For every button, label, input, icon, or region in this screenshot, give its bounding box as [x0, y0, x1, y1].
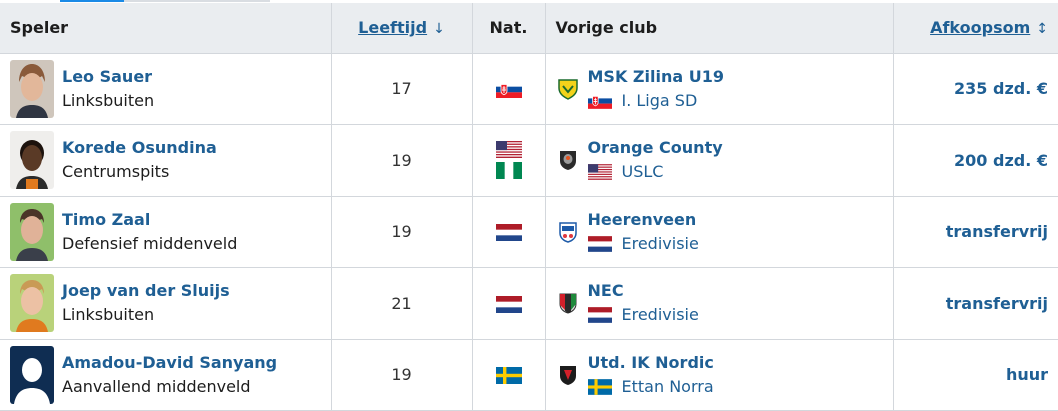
table-row: Timo Zaal Defensief middenveld 19 Heeren… — [0, 196, 1058, 268]
player-cell: Timo Zaal Defensief middenveld — [0, 196, 332, 268]
table-header-row: Speler Leeftijd ↓ Nat. Vorige club Afkoop… — [0, 3, 1058, 54]
slovakia-flag-icon — [496, 81, 522, 98]
fee-cell[interactable]: transfervrij — [893, 196, 1058, 268]
fee-cell[interactable]: 200 dzd. € — [893, 124, 1058, 197]
nationality-cell — [472, 339, 546, 411]
inactive-tab-indicator — [124, 0, 270, 2]
club-name-link[interactable]: NEC — [587, 281, 624, 301]
league-link[interactable]: Ettan Norra — [621, 376, 714, 396]
sort-afkoopsom-link[interactable]: Afkoopsom — [930, 18, 1031, 38]
player-photo-placeholder[interactable] — [10, 345, 54, 404]
nationality-cell — [472, 53, 546, 125]
player-name-link[interactable]: Amadou-David Sanyang — [62, 352, 278, 372]
table-row: Leo Sauer Linksbuiten 17 MSK Zilina U19 … — [0, 53, 1058, 125]
league-link[interactable]: USLC — [621, 162, 664, 182]
utd-ik-nordic-crest-icon[interactable] — [556, 363, 580, 387]
heerenveen-crest-icon[interactable] — [556, 220, 580, 244]
player-name-link[interactable]: Korede Osundina — [62, 138, 217, 158]
sort-down-icon[interactable]: ↓ — [433, 21, 445, 38]
league-link[interactable]: Eredivisie — [621, 233, 699, 253]
table-row: Amadou-David Sanyang Aanvallend middenve… — [0, 339, 1058, 411]
sweden-flag-icon — [496, 367, 522, 384]
header-nat: Nat. — [472, 3, 546, 54]
netherlands-flag-icon — [496, 296, 522, 313]
player-cell: Korede Osundina Centrumspits — [0, 124, 332, 197]
nec-crest-icon[interactable] — [556, 291, 580, 315]
player-photo[interactable] — [10, 131, 54, 190]
nationality-cell — [472, 124, 546, 197]
fee-cell[interactable]: transfervrij — [893, 267, 1058, 340]
previous-club-cell: Utd. IK Nordic Ettan Norra — [545, 339, 894, 411]
age-cell: 17 — [331, 53, 473, 125]
club-name-link[interactable]: MSK Zilina U19 — [587, 66, 724, 86]
orange-county-crest-icon[interactable] — [556, 148, 580, 172]
age-cell: 19 — [331, 124, 473, 197]
usa-flag-icon — [496, 141, 522, 158]
fee-cell[interactable]: 235 dzd. € — [893, 53, 1058, 125]
previous-club-cell: Heerenveen Eredivisie — [545, 196, 894, 268]
sort-leeftijd-link[interactable]: Leeftijd — [358, 18, 428, 38]
player-cell: Leo Sauer Linksbuiten — [0, 53, 332, 125]
header-leeftijd[interactable]: Leeftijd ↓ — [331, 3, 473, 54]
club-name-link[interactable]: Orange County — [587, 138, 723, 158]
player-photo[interactable] — [10, 59, 54, 118]
nigeria-flag-icon — [496, 162, 522, 179]
player-photo[interactable] — [10, 202, 54, 261]
previous-club-cell: NEC Eredivisie — [545, 267, 894, 340]
usa-flag-icon — [588, 164, 612, 180]
previous-club-cell: Orange County USLC — [545, 124, 894, 197]
player-name-link[interactable]: Joep van der Sluijs — [62, 281, 230, 301]
nationality-cell — [472, 267, 546, 340]
msk-zilina-crest-icon[interactable] — [556, 77, 580, 101]
transfers-table: Speler Leeftijd ↓ Nat. Vorige club Afkoop… — [0, 3, 1058, 411]
table-row: Korede Osundina Centrumspits 19 Orange C… — [0, 124, 1058, 197]
player-position: Centrumspits — [62, 162, 170, 182]
player-name-link[interactable]: Timo Zaal — [62, 209, 151, 229]
slovakia-flag-icon — [588, 93, 612, 109]
age-cell: 19 — [331, 339, 473, 411]
fee-cell[interactable]: huur — [893, 339, 1058, 411]
club-name-link[interactable]: Utd. IK Nordic — [587, 352, 714, 372]
league-link[interactable]: Eredivisie — [621, 305, 699, 325]
netherlands-flag-icon — [588, 307, 612, 323]
header-vorige-club: Vorige club — [545, 3, 894, 54]
player-photo[interactable] — [10, 274, 54, 333]
league-link[interactable]: I. Liga SD — [621, 90, 698, 110]
club-name-link[interactable]: Heerenveen — [587, 209, 697, 229]
top-tab-strip — [0, 0, 1058, 3]
player-position: Linksbuiten — [62, 305, 155, 325]
nationality-cell — [472, 196, 546, 268]
player-cell: Joep van der Sluijs Linksbuiten — [0, 267, 332, 340]
player-position: Aanvallend middenveld — [62, 376, 251, 396]
header-speler: Speler — [0, 3, 332, 54]
age-cell: 21 — [331, 267, 473, 340]
player-cell: Amadou-David Sanyang Aanvallend middenve… — [0, 339, 332, 411]
age-cell: 19 — [331, 196, 473, 268]
sweden-flag-icon — [588, 379, 612, 395]
active-tab-indicator — [60, 0, 124, 2]
netherlands-flag-icon — [496, 224, 522, 241]
header-afkoopsom[interactable]: Afkoopsom ↕ — [893, 3, 1058, 54]
table-row: Joep van der Sluijs Linksbuiten 21 NEC E… — [0, 267, 1058, 340]
player-position: Defensief middenveld — [62, 233, 238, 253]
player-name-link[interactable]: Leo Sauer — [62, 66, 153, 86]
player-position: Linksbuiten — [62, 90, 155, 110]
netherlands-flag-icon — [588, 236, 612, 252]
sort-toggle-icon[interactable]: ↕ — [1036, 21, 1048, 38]
previous-club-cell: MSK Zilina U19 I. Liga SD — [545, 53, 894, 125]
